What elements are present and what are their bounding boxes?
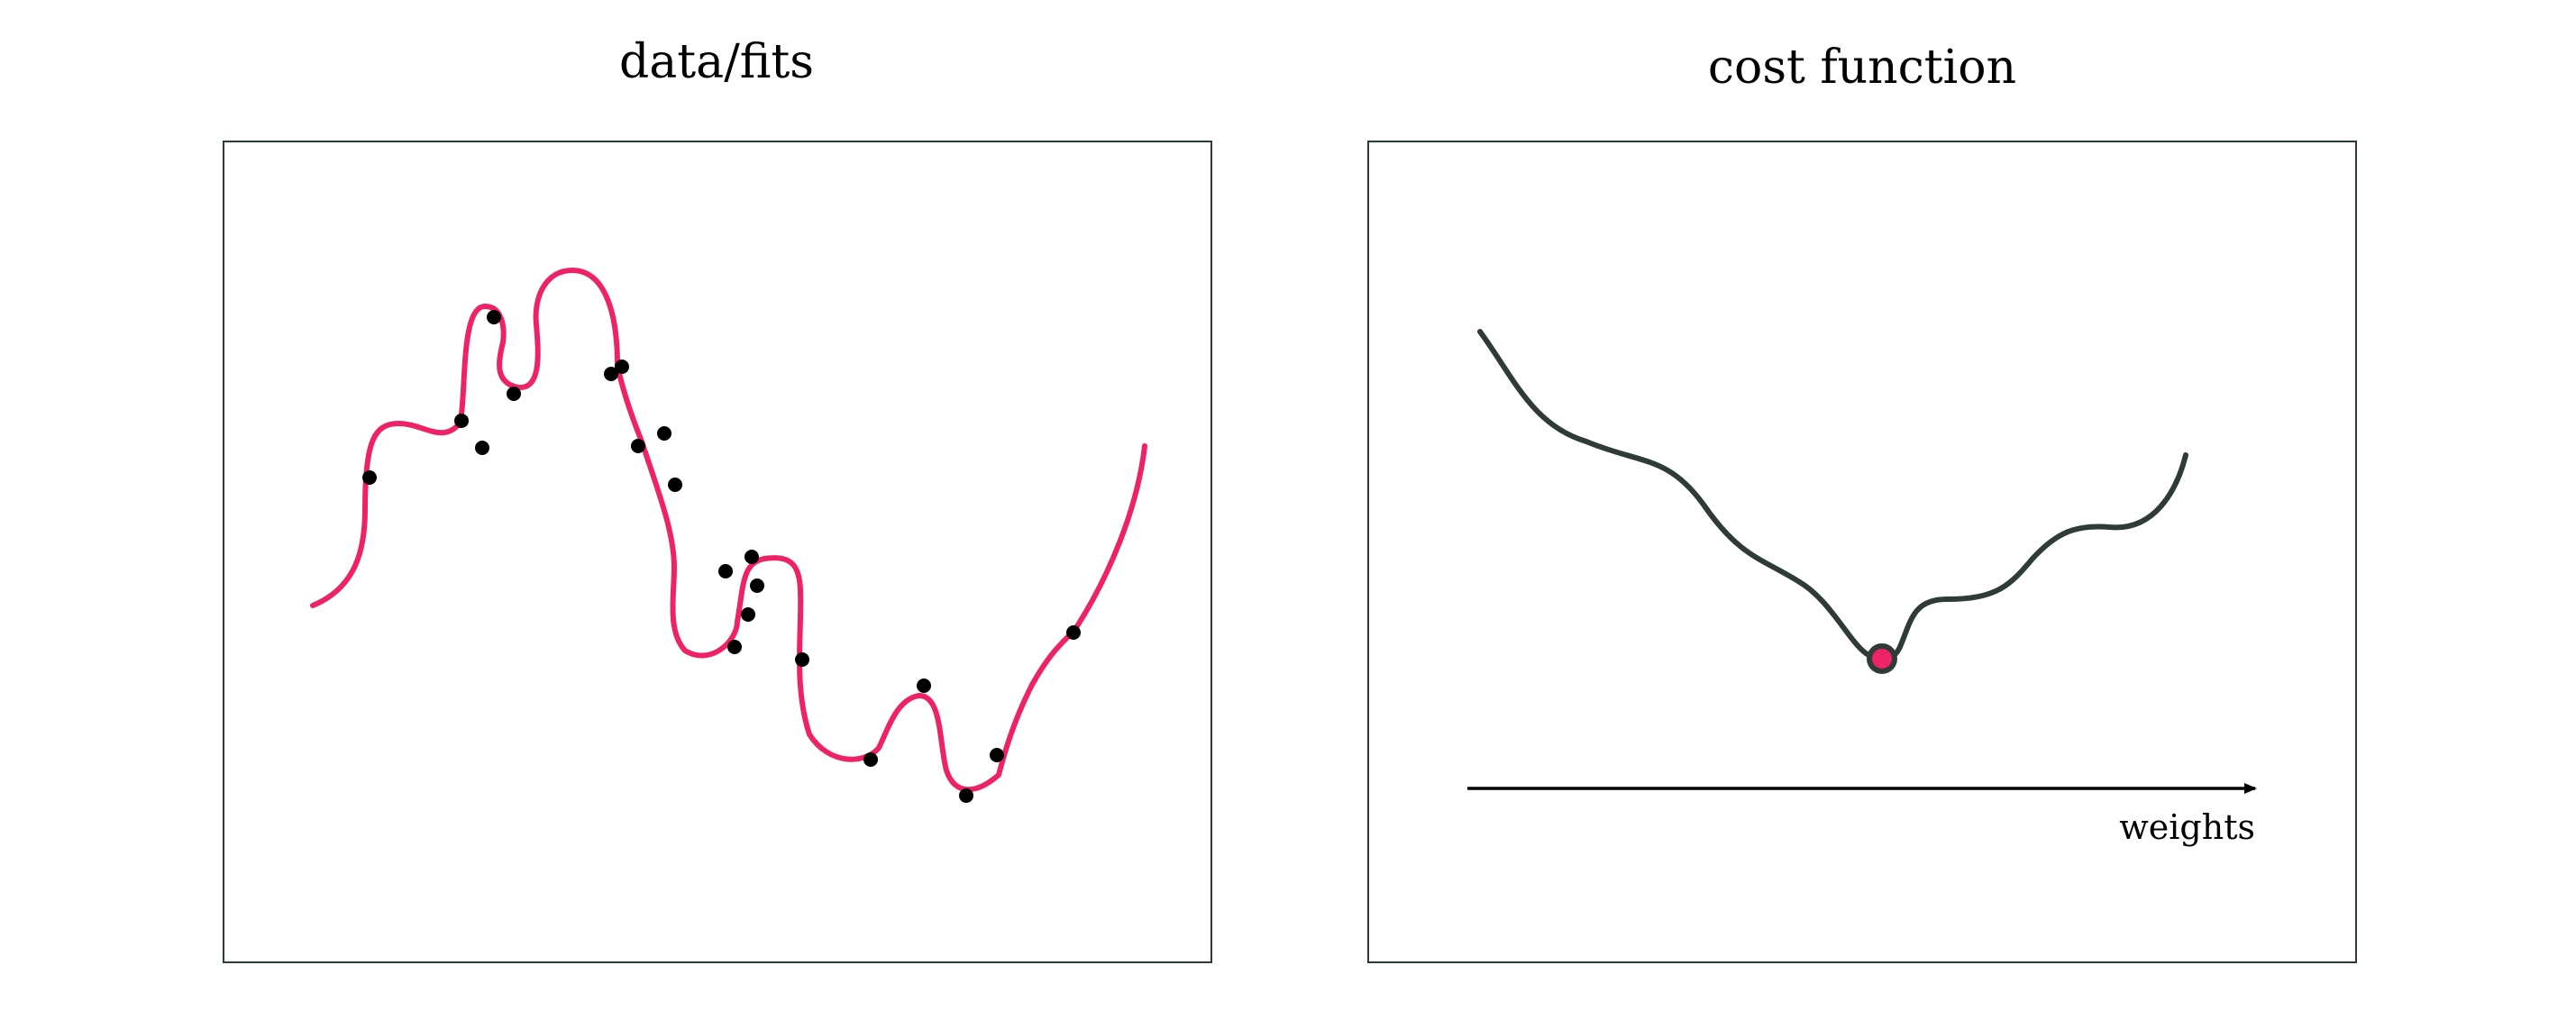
data-point [615,360,629,374]
data-point [454,414,469,428]
data-point [487,310,501,324]
minimum-marker [1867,643,1897,674]
data-point [959,788,973,803]
data-point [727,640,742,654]
data-point [863,752,878,767]
data-point [750,578,764,593]
data-point [604,367,618,381]
data-point [507,387,521,401]
cost-curve [1477,329,2188,662]
data-point [657,426,671,441]
data-point [1066,625,1081,640]
data-point [744,550,759,564]
panel-title-data-fits: data/fits [619,35,814,89]
panel-frame-left [223,141,1212,963]
data-point [668,478,682,492]
axis-label-weights: weights [2119,807,2255,847]
panel-title-cost-function: cost function [1708,41,2016,95]
data-point [718,564,733,578]
panel-frame-right [1367,141,2357,963]
panel-cost-function: cost function weights [1367,41,2357,963]
data-point [631,439,645,453]
data-points [362,310,1081,803]
data-point [362,470,377,485]
data-point [741,607,755,622]
data-point [475,441,489,455]
data-point [795,652,809,667]
data-point [990,748,1004,762]
data-point [917,678,931,693]
panel-data-fits: data/fits [223,35,1212,963]
fit-curve [310,268,1147,793]
